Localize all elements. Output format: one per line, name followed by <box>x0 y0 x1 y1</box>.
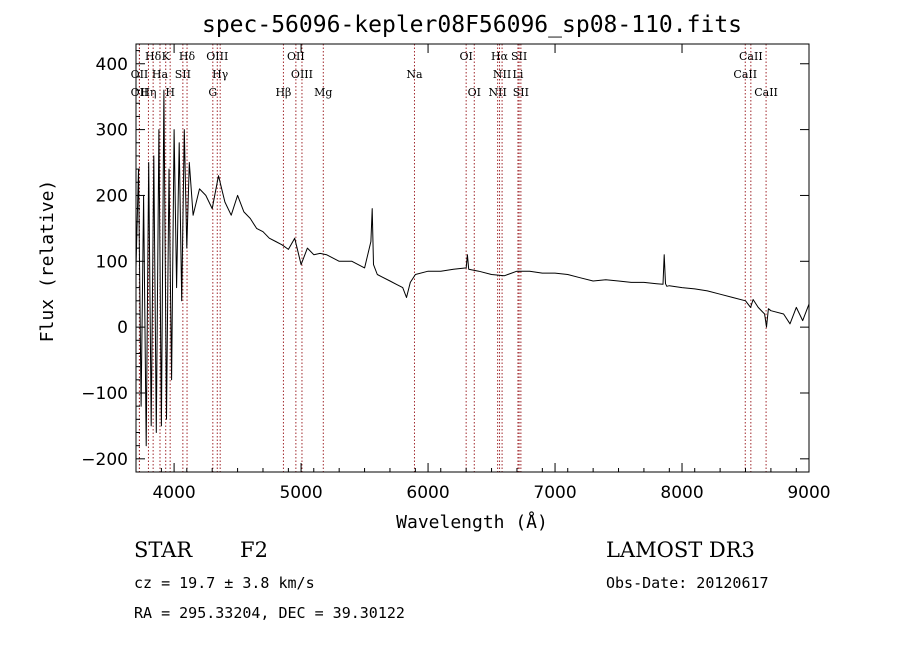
x-tick-label: 4000 <box>152 483 195 503</box>
y-tick-label: 100 <box>96 252 128 272</box>
coordinates: RA = 295.33204, DEC = 39.30122 <box>134 604 405 622</box>
x-tick-label: 8000 <box>660 483 703 503</box>
line-label: SII <box>513 86 529 99</box>
line-label: Hα <box>491 50 509 63</box>
line-label: Hγ <box>212 68 229 81</box>
line-label: Ha <box>152 68 169 81</box>
line-label: NII <box>488 86 506 99</box>
line-label: CaII <box>733 68 757 81</box>
line-label: Hη <box>140 86 156 99</box>
plot-frame <box>135 43 810 473</box>
line-label: Li <box>513 68 524 81</box>
line-label: Hδ <box>179 50 196 63</box>
line-label: NII <box>493 68 511 81</box>
line-label: SII <box>175 68 191 81</box>
object-subclass: F2 <box>240 538 268 562</box>
line-label: OII <box>287 50 305 63</box>
line-label: H <box>165 86 175 99</box>
survey-name: LAMOST DR3 <box>606 538 755 562</box>
x-axis-label: Wavelength (Å) <box>396 511 548 533</box>
object-type: STAR <box>134 538 193 562</box>
line-label: Mg <box>314 86 332 99</box>
observation-date: Obs-Date: 20120617 <box>606 574 769 592</box>
y-tick-label: −100 <box>81 384 128 404</box>
x-tick-label: 5000 <box>279 483 322 503</box>
spectrum-series <box>135 89 810 447</box>
x-tick-label: 7000 <box>533 483 576 503</box>
line-label: K <box>162 50 171 63</box>
line-label: OIII <box>291 68 313 81</box>
y-tick-label: 300 <box>96 121 128 141</box>
line-label: OI <box>468 86 481 99</box>
x-tick-label: 6000 <box>406 483 449 503</box>
axis-ticks: 4000 5000 6000 7000 8000 9000 −200 −100 0 100 200 3… <box>81 44 831 503</box>
line-label: OII <box>131 68 149 81</box>
line-label: Hδ <box>145 50 162 63</box>
line-label: OI <box>459 50 472 63</box>
line-label: CaII <box>754 86 778 99</box>
line-label: CaII <box>739 50 763 63</box>
spectral-line-markers <box>138 44 767 472</box>
line-label: Na <box>406 68 423 81</box>
spectrum-chart: spec-56096-kepler08F56096_sp08-110.fits … <box>37 12 831 533</box>
line-label: OIII <box>206 50 228 63</box>
spectrum-line <box>135 89 810 447</box>
chart-title: spec-56096-kepler08F56096_sp08-110.fits <box>202 12 742 38</box>
y-tick-label: 0 <box>117 318 128 338</box>
line-label: OII <box>131 86 149 99</box>
x-tick-label: 9000 <box>787 483 830 503</box>
y-tick-label: 400 <box>96 55 128 75</box>
line-label: SII <box>511 50 527 63</box>
y-tick-label: −200 <box>81 450 128 470</box>
line-label: G <box>208 86 217 99</box>
y-axis-label: Flux (relative) <box>37 180 58 343</box>
line-label: Hβ <box>275 86 291 99</box>
redshift-cz: cz = 19.7 ± 3.8 km/s <box>134 574 315 592</box>
y-tick-label: 200 <box>96 186 128 206</box>
